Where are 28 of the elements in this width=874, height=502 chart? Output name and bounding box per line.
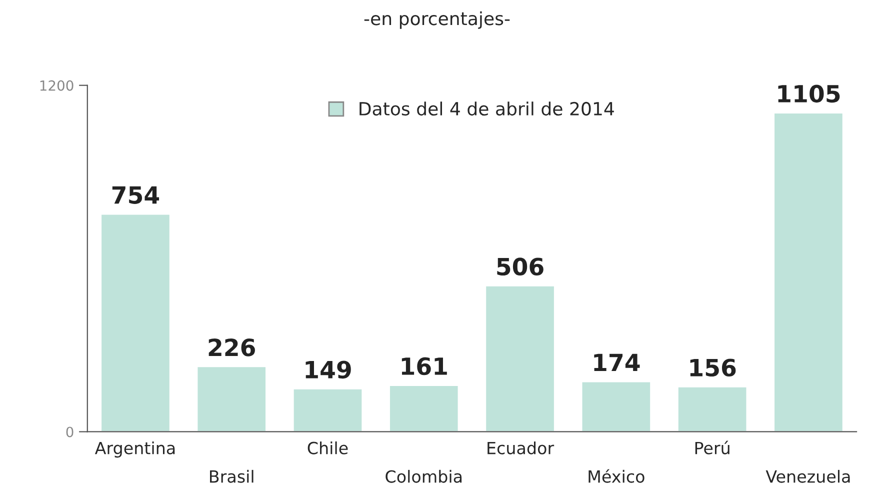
bar bbox=[677, 386, 748, 432]
x-tick-label: Colombia bbox=[386, 470, 462, 483]
bar bbox=[100, 213, 171, 432]
bar bbox=[580, 380, 652, 432]
x-tick-label: Perú bbox=[695, 440, 730, 454]
x-tick-label: Chile bbox=[308, 441, 348, 454]
y-tick-label: 1200 bbox=[40, 80, 74, 91]
data-label: 149 bbox=[306, 360, 351, 379]
bar bbox=[388, 384, 460, 432]
data-label: 226 bbox=[208, 338, 255, 356]
x-tick-label: Venezuela bbox=[766, 470, 850, 483]
x-tick-label: Argentina bbox=[94, 441, 175, 458]
bar bbox=[773, 112, 844, 432]
x-tick-label: Ecuador bbox=[488, 441, 554, 454]
data-label: 174 bbox=[594, 354, 640, 372]
legend-label: Datos del 4 de abril de 2014 bbox=[360, 102, 614, 116]
x-tick-label: Brasil bbox=[210, 470, 254, 483]
data-label: 506 bbox=[497, 258, 544, 276]
data-label: 1105 bbox=[778, 84, 840, 103]
bar bbox=[196, 366, 267, 432]
x-tick-label: México bbox=[588, 469, 644, 483]
y-tick-label: 0 bbox=[66, 426, 74, 438]
data-label: 754 bbox=[112, 186, 160, 204]
chart-subtitle: -en porcentajes- bbox=[364, 11, 510, 29]
data-label: 161 bbox=[402, 357, 447, 376]
data-label: 156 bbox=[690, 358, 736, 377]
bar bbox=[292, 388, 364, 432]
bar bbox=[484, 284, 556, 432]
